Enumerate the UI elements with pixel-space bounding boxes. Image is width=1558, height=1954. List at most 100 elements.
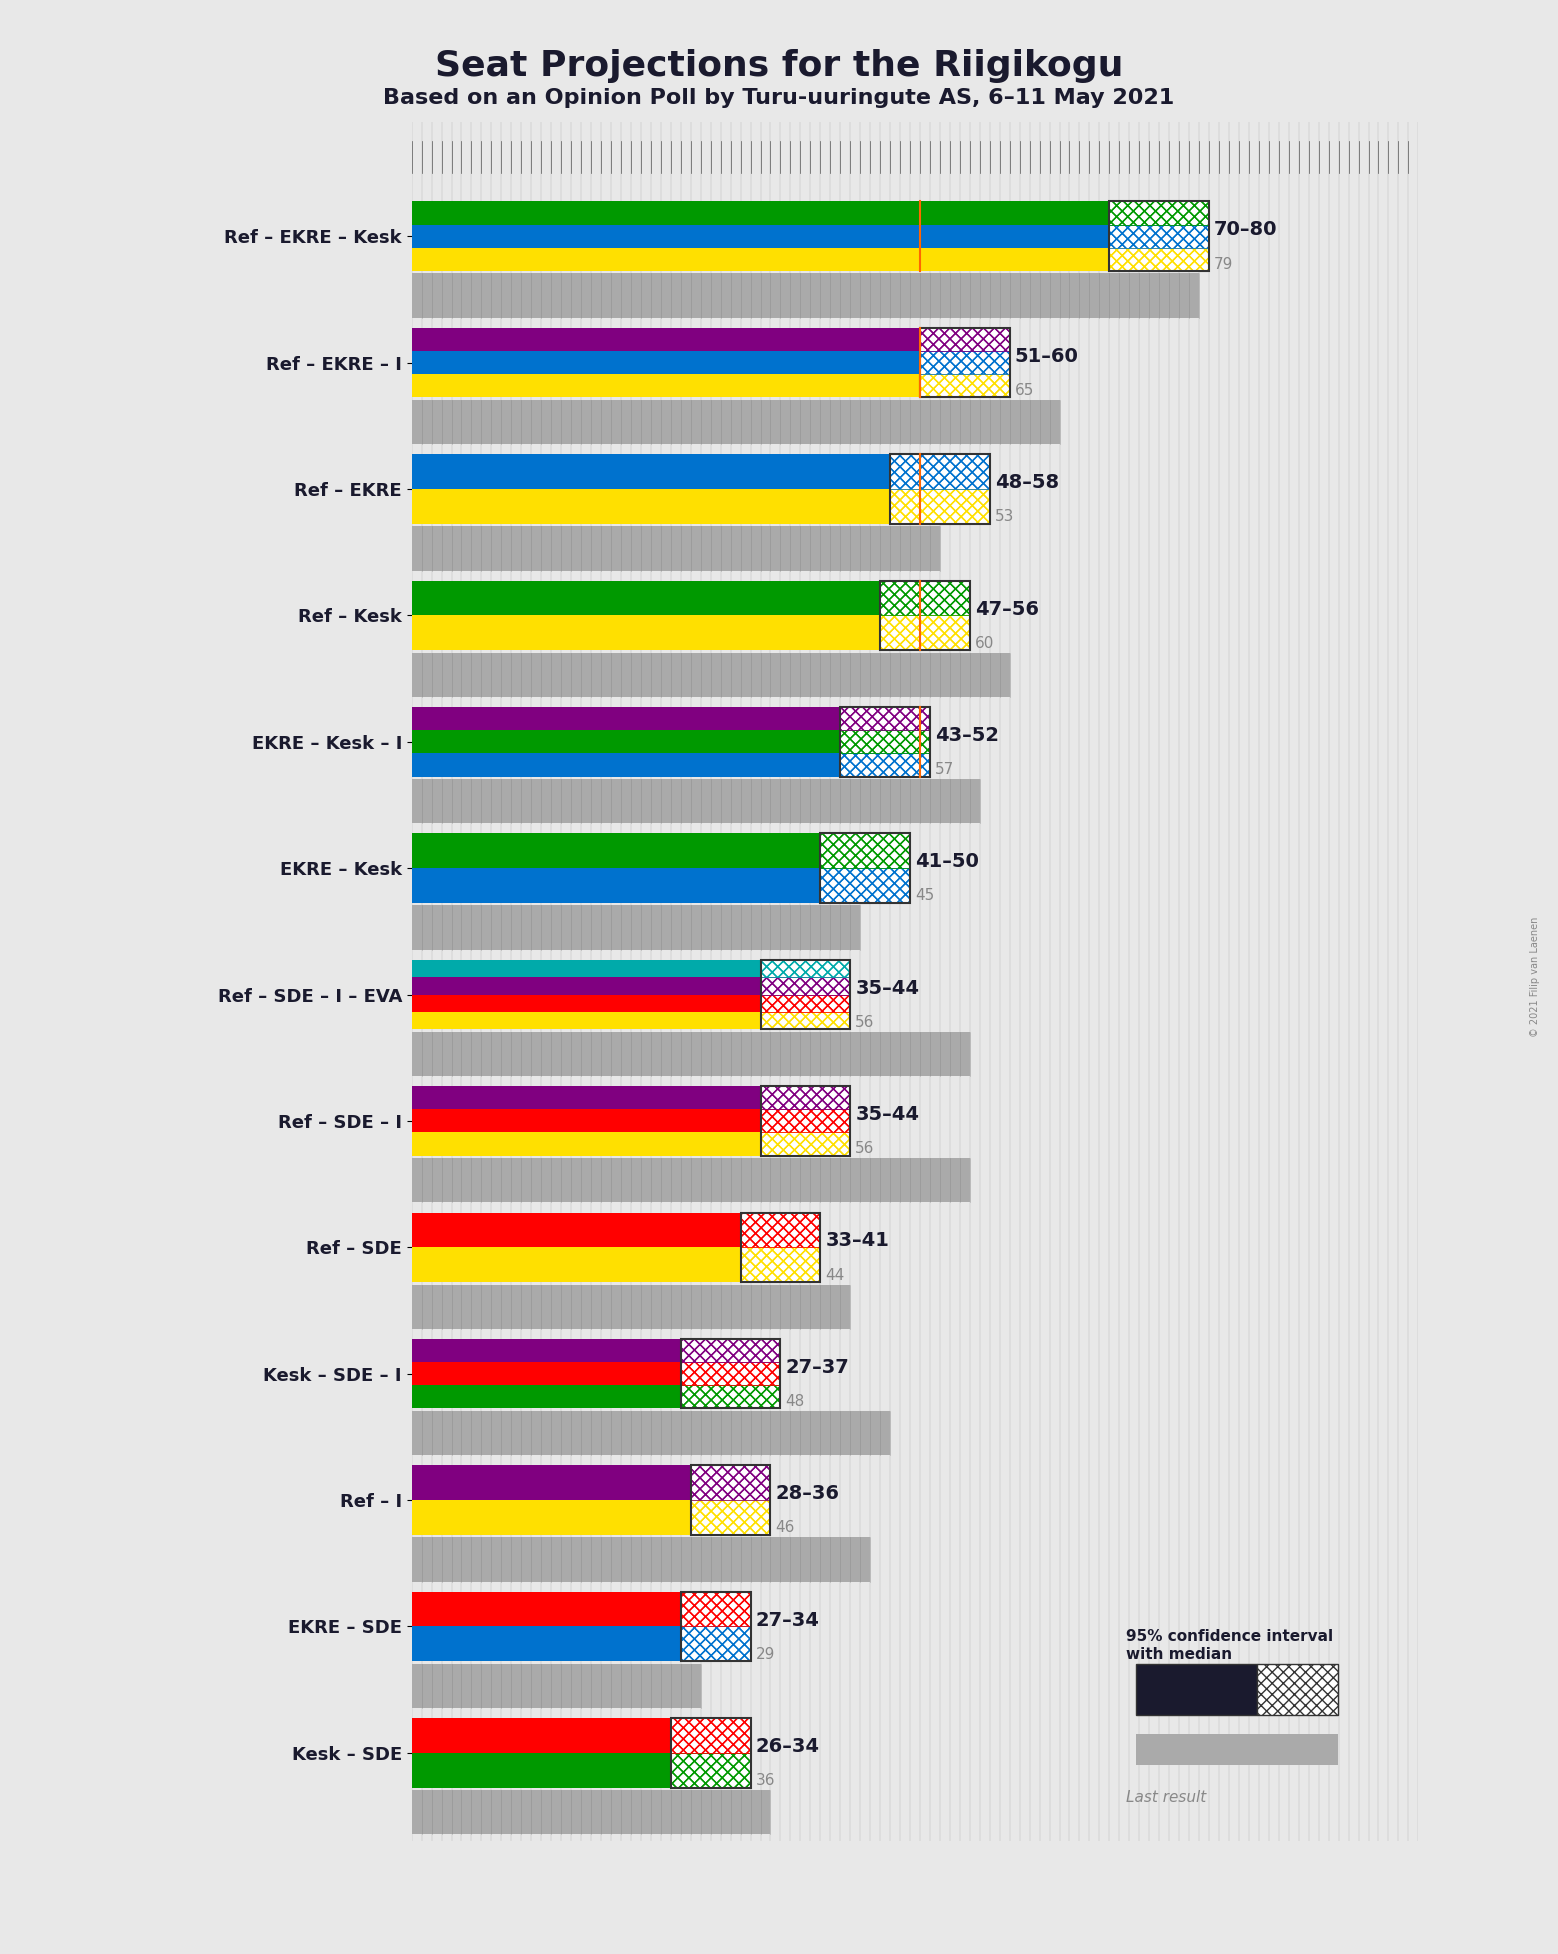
Text: 44: 44 (826, 1268, 844, 1282)
Bar (740, 1247, 821, 1282)
Bar (840, 754, 930, 776)
Bar (840, 754, 930, 776)
Bar (411, 1718, 671, 1753)
Bar (760, 977, 851, 995)
Bar (880, 580, 969, 651)
Bar (840, 707, 930, 776)
Text: 36: 36 (756, 1772, 774, 1788)
Bar (840, 731, 930, 754)
Bar (411, 780, 980, 823)
Bar (411, 616, 880, 651)
Bar (880, 580, 969, 616)
Bar (681, 1593, 751, 1626)
Bar (411, 834, 821, 868)
Bar (411, 526, 939, 571)
Text: 51–60: 51–60 (1014, 346, 1078, 365)
Bar (411, 905, 860, 950)
Text: 43–52: 43–52 (935, 727, 999, 744)
Bar (760, 959, 851, 977)
Bar (681, 1593, 751, 1661)
Text: Based on an Opinion Poll by Turu-uuringute AS, 6–11 May 2021: Based on an Opinion Poll by Turu-uuringu… (383, 88, 1175, 107)
Bar (919, 352, 1010, 373)
Bar (760, 1133, 851, 1155)
Bar (411, 328, 919, 352)
Bar (760, 959, 851, 977)
Bar (740, 1213, 821, 1247)
Bar (740, 1213, 821, 1247)
Bar (411, 977, 760, 995)
Bar (821, 834, 910, 868)
Bar (890, 453, 989, 488)
Bar (411, 868, 821, 903)
Bar (1109, 225, 1209, 248)
Text: 27–34: 27–34 (756, 1610, 820, 1630)
Bar (411, 201, 1109, 225)
Text: 56: 56 (855, 1014, 874, 1030)
Bar (760, 1012, 851, 1030)
Bar (890, 488, 989, 524)
Bar (681, 1338, 781, 1362)
Bar (690, 1501, 771, 1534)
Bar (411, 731, 840, 754)
Bar (411, 1032, 969, 1077)
Bar (681, 1385, 781, 1409)
Bar (411, 1593, 681, 1626)
Bar (671, 1718, 751, 1753)
Bar (411, 401, 1059, 444)
Bar (681, 1338, 781, 1409)
Text: 33–41: 33–41 (826, 1231, 890, 1251)
Bar (411, 1159, 969, 1202)
Text: Last result: Last result (1126, 1790, 1206, 1805)
Text: 65: 65 (1014, 383, 1035, 399)
Bar (821, 834, 910, 903)
Text: 79: 79 (1214, 256, 1234, 272)
Bar (919, 328, 1010, 352)
Bar (411, 1538, 871, 1581)
Bar (411, 1338, 681, 1362)
Text: 28–36: 28–36 (776, 1485, 840, 1503)
Bar (890, 453, 989, 488)
Text: Seat Projections for the Riigikogu: Seat Projections for the Riigikogu (435, 49, 1123, 82)
Bar (671, 1718, 751, 1753)
Bar (411, 1411, 890, 1456)
Bar (690, 1501, 771, 1534)
Bar (690, 1466, 771, 1534)
Bar (671, 1753, 751, 1788)
Bar (681, 1626, 751, 1661)
Bar (821, 834, 910, 868)
Text: 48–58: 48–58 (994, 473, 1059, 492)
Bar (681, 1626, 751, 1661)
Bar (411, 995, 760, 1012)
Text: 26–34: 26–34 (756, 1737, 820, 1757)
Text: 27–37: 27–37 (785, 1358, 849, 1378)
Bar (411, 959, 760, 977)
Text: 35–44: 35–44 (855, 979, 919, 998)
Bar (681, 1338, 781, 1362)
Bar (1109, 225, 1209, 248)
Text: 41–50: 41–50 (915, 852, 978, 871)
Bar (411, 1284, 851, 1329)
Text: 45: 45 (915, 889, 935, 903)
Bar (760, 1012, 851, 1030)
Bar (919, 352, 1010, 373)
Bar (760, 1110, 851, 1133)
Bar (880, 616, 969, 651)
Bar (1136, 1665, 1257, 1716)
Bar (740, 1247, 821, 1282)
Bar (890, 453, 989, 524)
Bar (1257, 1665, 1338, 1716)
Bar (411, 1626, 681, 1661)
Text: 29: 29 (756, 1647, 774, 1661)
Bar (411, 1247, 740, 1282)
Bar (411, 488, 890, 524)
Text: 60: 60 (975, 635, 994, 651)
Text: 70–80: 70–80 (1214, 221, 1278, 240)
Bar (919, 373, 1010, 397)
Bar (690, 1466, 771, 1501)
Bar (681, 1362, 781, 1385)
Bar (760, 1086, 851, 1110)
Bar (411, 580, 880, 616)
Bar (411, 1790, 771, 1835)
Bar (671, 1718, 751, 1788)
Bar (681, 1593, 751, 1626)
